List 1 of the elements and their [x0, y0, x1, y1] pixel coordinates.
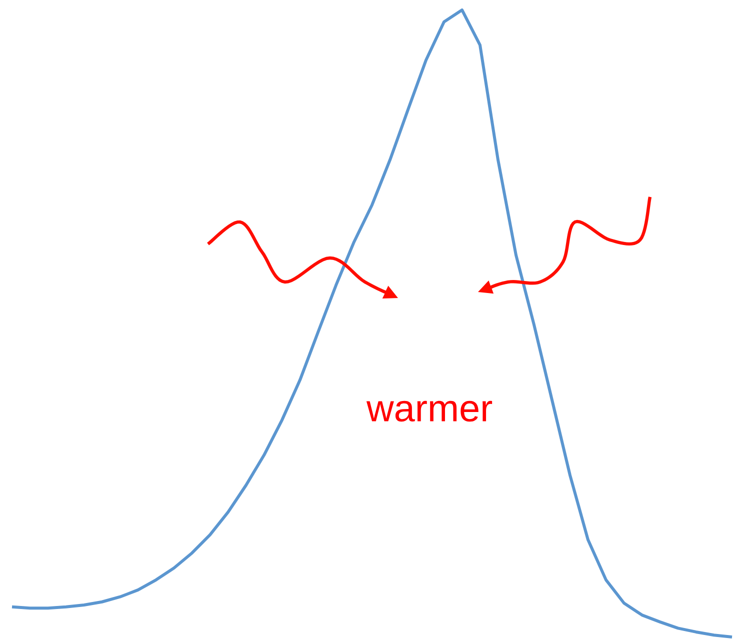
annotation: warmer — [366, 400, 492, 422]
